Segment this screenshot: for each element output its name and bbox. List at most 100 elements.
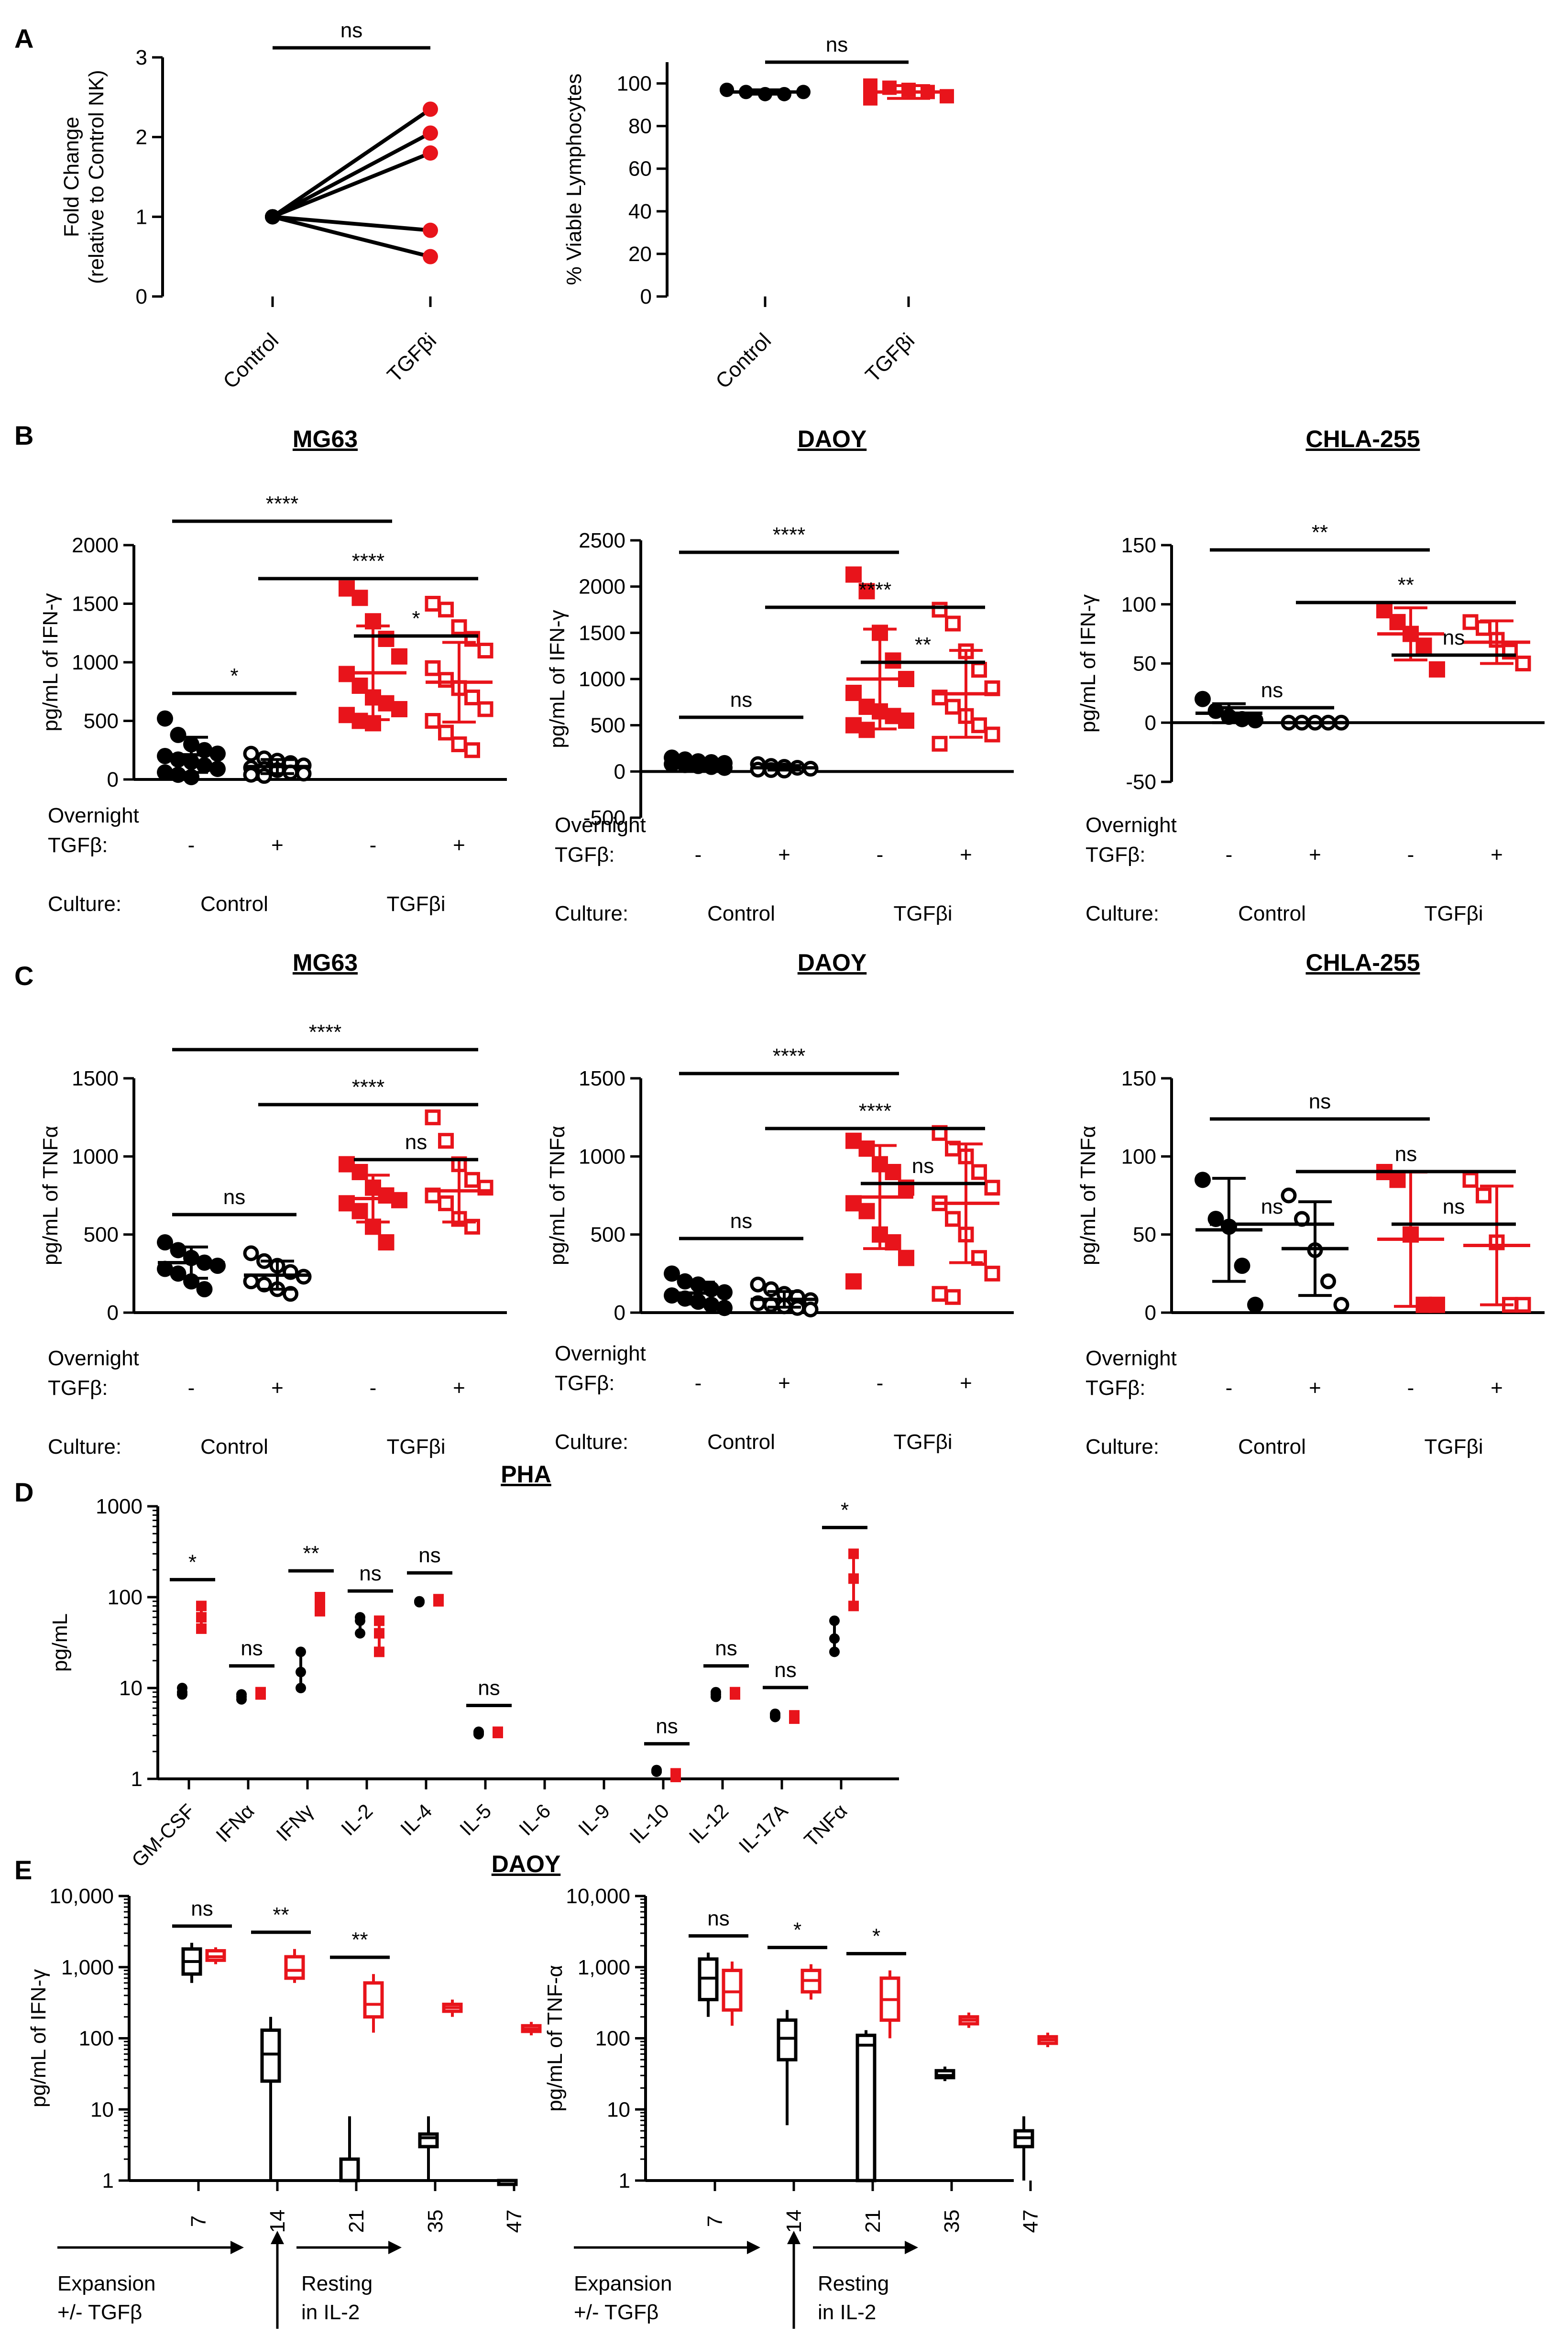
data-point bbox=[971, 1164, 987, 1180]
x-tick-label: 35 bbox=[940, 2210, 964, 2233]
data-point bbox=[351, 1203, 368, 1219]
sign-label: + bbox=[453, 1376, 465, 1400]
x-tick-label: IL-12 bbox=[684, 1799, 733, 1848]
data-point bbox=[243, 1273, 259, 1290]
data-point bbox=[493, 1728, 503, 1739]
data-point bbox=[425, 1109, 441, 1126]
chart-B2: -500 0 500 1000 1500 2000 2500 pg/mL of IFN-γ DA… bbox=[546, 426, 1014, 925]
y-tick-label: 40 bbox=[628, 200, 652, 223]
significance-label: ns bbox=[730, 1209, 752, 1233]
culture-label: Culture: bbox=[48, 1435, 121, 1458]
significance-label: **** bbox=[266, 492, 299, 515]
data-point bbox=[829, 1615, 840, 1626]
data-point bbox=[438, 724, 454, 741]
data-point bbox=[209, 760, 226, 777]
y-tick-label: 0 bbox=[614, 760, 625, 783]
y-tick-label: 50 bbox=[1133, 652, 1156, 676]
data-point bbox=[770, 1711, 780, 1722]
data-point bbox=[984, 1180, 1000, 1196]
significance-label: ns bbox=[912, 1154, 934, 1178]
x-tick-label: 21 bbox=[861, 2210, 885, 2233]
y-tick-label: 10,000 bbox=[566, 1885, 630, 1908]
significance-label: ** bbox=[1312, 521, 1328, 544]
box bbox=[855, 2033, 877, 2182]
x-tick-label: 47 bbox=[1019, 2210, 1042, 2233]
data-point bbox=[438, 672, 454, 688]
data-point bbox=[1281, 1187, 1297, 1204]
data-point bbox=[423, 145, 438, 161]
y-tick-label: 1 bbox=[131, 1767, 143, 1791]
significance-label: * bbox=[841, 1498, 849, 1522]
data-point bbox=[296, 1646, 306, 1657]
data-point bbox=[1462, 614, 1479, 630]
y-axis-label: pg/mL of TNFα bbox=[1076, 1126, 1100, 1265]
data-point bbox=[236, 1694, 247, 1705]
data-point bbox=[802, 1301, 819, 1317]
data-point bbox=[1195, 1172, 1211, 1188]
culture-label: Culture: bbox=[555, 1430, 628, 1454]
box bbox=[363, 1981, 384, 2019]
sign-label: + bbox=[960, 1371, 972, 1395]
y-tick-label: 1 bbox=[102, 2169, 114, 2192]
resting-arrow-head bbox=[388, 2241, 402, 2254]
data-point bbox=[750, 1276, 766, 1293]
x-tick-label: IL-10 bbox=[625, 1799, 673, 1848]
harvest-arrow-head bbox=[787, 2231, 800, 2244]
data-point bbox=[858, 583, 875, 600]
data-point bbox=[858, 1140, 875, 1157]
data-point bbox=[378, 1234, 395, 1250]
data-point bbox=[1234, 1258, 1250, 1274]
box bbox=[418, 2132, 439, 2149]
box bbox=[722, 1969, 743, 2012]
row-label-overnight: Overnight bbox=[555, 1342, 646, 1365]
data-point bbox=[243, 1245, 259, 1261]
culture-control-label: Control bbox=[707, 1430, 775, 1454]
y-tick-label: 0 bbox=[136, 285, 147, 308]
data-point bbox=[848, 1548, 859, 1559]
data-point bbox=[464, 1172, 480, 1188]
row-label-tgfb: TGFβ: bbox=[555, 1371, 615, 1395]
y-axis-label: pg/mL of IFN-γ bbox=[1076, 594, 1100, 733]
chart-C2: 0 500 1000 1500 pg/mL of TNFα DAOY ns ns **** ***… bbox=[546, 949, 1014, 1454]
arrow-label-il2: in IL-2 bbox=[818, 2301, 876, 2324]
data-point bbox=[845, 1273, 862, 1290]
expansion-arrow-head bbox=[230, 2241, 244, 2254]
data-point bbox=[438, 602, 454, 618]
data-point bbox=[425, 660, 441, 676]
data-point bbox=[157, 710, 173, 727]
y-tick-label: 100 bbox=[595, 2027, 630, 2050]
culture-control-label: Control bbox=[1238, 1435, 1306, 1458]
x-tick-label: TGFβi bbox=[861, 329, 919, 387]
significance-label: ns bbox=[1261, 1195, 1283, 1218]
row-label-overnight: Overnight bbox=[48, 1347, 139, 1370]
data-point bbox=[730, 1689, 740, 1700]
x-tick-label: Control bbox=[711, 329, 776, 393]
significance-label: **** bbox=[773, 523, 806, 547]
data-point bbox=[265, 209, 280, 225]
data-point bbox=[1515, 656, 1531, 671]
y-tick-label: 2500 bbox=[579, 529, 625, 552]
y-tick-label: 500 bbox=[84, 710, 119, 733]
significance-label: ** bbox=[915, 633, 931, 657]
chart-D: 1 10 100 1000 pg/mL PHA GM-CSF IFNα IFNγ IL-2 IL-4… bbox=[48, 1461, 899, 1872]
y-axis-label: pg/mL of IFN-γ bbox=[27, 1969, 50, 2107]
data-point bbox=[711, 1691, 721, 1702]
arrow-label-expansion-tgfb: +/- TGFβ bbox=[574, 2301, 658, 2324]
culture-tgfbi-label: TGFβi bbox=[1424, 1435, 1483, 1458]
x-tick-label: IL-9 bbox=[574, 1799, 614, 1840]
data-point bbox=[351, 590, 368, 606]
y-tick-label: 1000 bbox=[72, 1145, 119, 1168]
y-tick-label: 0 bbox=[107, 768, 119, 791]
data-point bbox=[157, 1261, 173, 1277]
culture-label: Culture: bbox=[1086, 902, 1159, 925]
y-tick-label: 10 bbox=[119, 1677, 143, 1700]
data-point bbox=[945, 699, 961, 715]
significance-label: ns bbox=[1309, 1090, 1331, 1113]
x-tick-label: 14 bbox=[266, 2210, 289, 2233]
x-tick-label: GM-CSF bbox=[127, 1799, 199, 1871]
y-tick-label: 0 bbox=[614, 1301, 625, 1325]
sign-label: - bbox=[877, 1371, 884, 1395]
data-point bbox=[651, 1766, 662, 1777]
x-tick-label: IL-6 bbox=[515, 1799, 555, 1840]
data-point bbox=[451, 619, 467, 635]
